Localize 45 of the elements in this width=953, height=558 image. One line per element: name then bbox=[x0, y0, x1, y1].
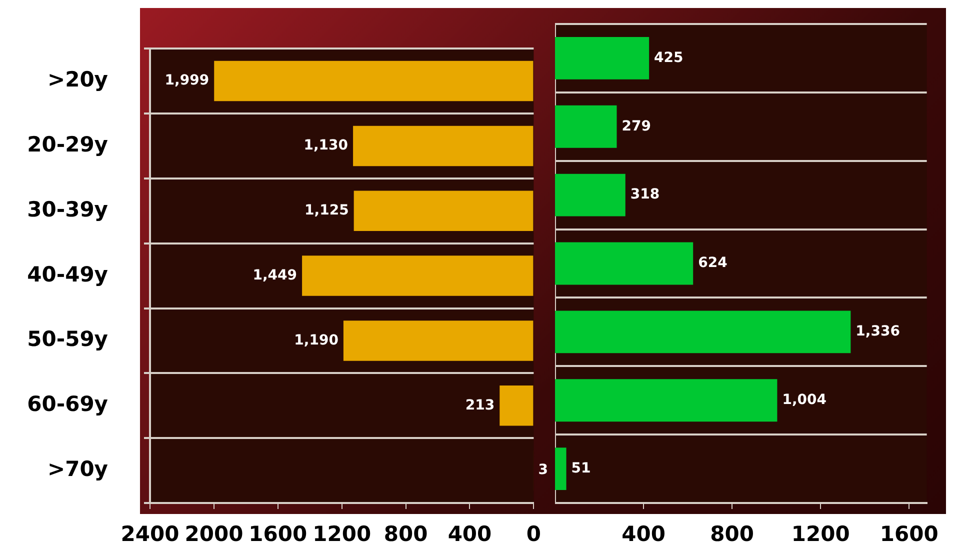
x-tick-label: 800 bbox=[710, 522, 754, 546]
bar bbox=[353, 126, 534, 166]
bar bbox=[555, 310, 851, 354]
data-label: 1,336 bbox=[856, 324, 900, 340]
x-tick-label: 1200 bbox=[312, 522, 372, 546]
data-label: 1,999 bbox=[164, 72, 210, 89]
x-tick-label: 2400 bbox=[120, 522, 180, 546]
x-tick-label: 2000 bbox=[184, 522, 244, 546]
data-label: 3 bbox=[538, 462, 548, 478]
data-label: 1,449 bbox=[252, 267, 298, 284]
y-tick-label: >70y bbox=[47, 456, 108, 481]
data-label: 624 bbox=[698, 255, 728, 272]
data-label: 51 bbox=[571, 460, 591, 476]
data-label: 1,190 bbox=[294, 332, 339, 348]
bar bbox=[555, 105, 617, 148]
x-tick-label: 1200 bbox=[791, 522, 850, 546]
x-tick-label: 1600 bbox=[248, 522, 308, 546]
data-label: 1,004 bbox=[782, 392, 827, 408]
x-tick-label: 1600 bbox=[880, 522, 938, 546]
bar bbox=[555, 379, 778, 422]
bar bbox=[214, 60, 534, 102]
bar bbox=[354, 190, 534, 232]
y-tick-label: 30-39y bbox=[27, 197, 108, 222]
data-label: 213 bbox=[465, 397, 495, 414]
bar bbox=[500, 386, 534, 426]
bar bbox=[343, 320, 534, 361]
y-tick-label: 40-49y bbox=[27, 262, 108, 286]
y-tick-label: 60-69y bbox=[27, 392, 108, 416]
data-label: 1,125 bbox=[304, 202, 349, 219]
data-label: 318 bbox=[630, 186, 660, 203]
bar bbox=[302, 256, 534, 296]
data-label: 425 bbox=[654, 50, 684, 66]
data-label: 1,130 bbox=[304, 138, 348, 154]
x-tick-label: 0 bbox=[526, 522, 542, 546]
x-tick-label: 400 bbox=[448, 522, 492, 546]
bar bbox=[555, 37, 650, 80]
y-tick-label: 20-29y bbox=[27, 132, 108, 156]
y-tick-label: >20y bbox=[47, 68, 108, 92]
x-tick-label: 400 bbox=[622, 522, 666, 546]
y-tick-label: 50-59y bbox=[27, 327, 108, 352]
bar bbox=[555, 242, 694, 285]
bar bbox=[555, 174, 626, 216]
x-tick-label: 800 bbox=[384, 522, 428, 546]
data-label: 279 bbox=[622, 118, 651, 134]
bar bbox=[555, 448, 566, 490]
